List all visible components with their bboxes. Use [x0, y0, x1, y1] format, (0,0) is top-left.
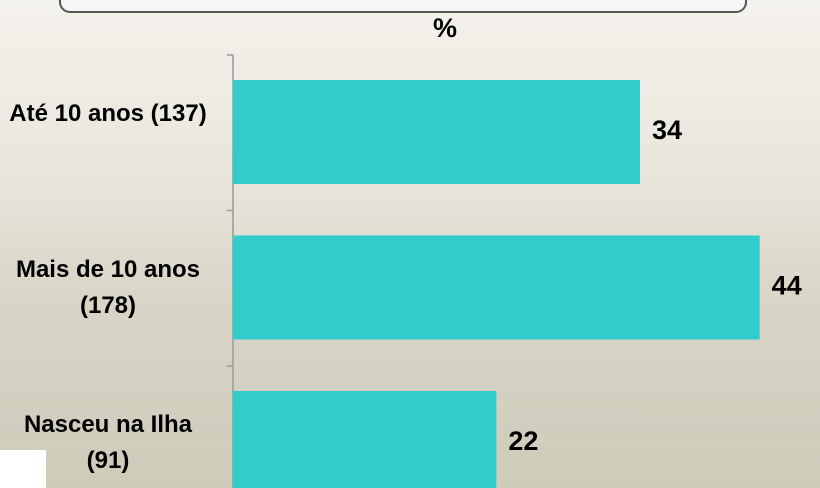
data-label: 44 — [772, 271, 802, 301]
category-label: Nasceu na Ilha (91) — [8, 407, 208, 479]
data-label: 22 — [508, 426, 538, 456]
page: % 34 44 22 Até 10 anos (137) Mais de 10 ano… — [0, 0, 820, 488]
category-label: Até 10 anos (137) — [8, 96, 208, 132]
category-label: Mais de 10 anos (178) — [8, 252, 208, 324]
data-label: 34 — [652, 115, 682, 145]
chart-title: % — [433, 13, 457, 43]
bar — [233, 236, 760, 340]
header-box — [60, 0, 746, 12]
bar — [233, 80, 640, 184]
bar — [233, 391, 496, 488]
